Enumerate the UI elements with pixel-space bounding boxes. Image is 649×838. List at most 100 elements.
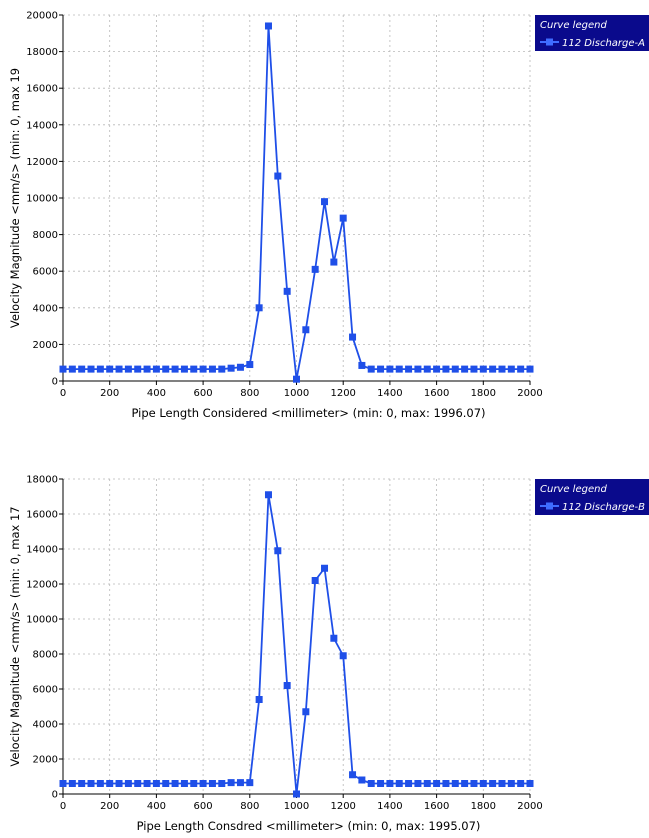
data-point [78, 365, 86, 373]
y-tick-label: 12000 [26, 580, 58, 591]
y-tick-label: 8000 [33, 230, 58, 241]
data-point [489, 365, 497, 373]
data-point [274, 172, 282, 180]
data-point [171, 780, 179, 787]
x-tick-label: 1600 [424, 388, 449, 399]
x-tick-label: 2000 [517, 388, 542, 399]
data-point [134, 365, 142, 373]
data-point [143, 780, 151, 787]
data-point [498, 365, 506, 373]
data-point [451, 780, 459, 787]
legend-box [535, 15, 649, 51]
y-axis-title: Velocity Magnitude <mm/s> (min: 0, max 1… [8, 68, 22, 328]
data-point [162, 365, 170, 373]
data-point [246, 361, 254, 369]
data-point [96, 365, 104, 373]
data-point [330, 258, 338, 266]
data-point [498, 780, 506, 787]
data-point [414, 365, 422, 373]
data-point [87, 780, 95, 787]
data-point [255, 696, 263, 703]
data-point [293, 790, 300, 798]
x-tick-label: 1400 [377, 388, 402, 399]
legend-title: Curve legend [540, 20, 607, 31]
data-point [461, 365, 469, 373]
x-tick-label: 800 [240, 801, 259, 812]
x-tick-label: 600 [194, 388, 213, 399]
x-axis-title: Pipe Length Consdred <millimeter> (min: … [137, 819, 481, 833]
legend-box [535, 479, 649, 515]
data-point [423, 780, 431, 787]
y-tick-label: 6000 [33, 685, 58, 696]
data-point [134, 780, 142, 787]
data-point [283, 287, 291, 295]
data-point [218, 365, 226, 373]
data-point [349, 333, 357, 341]
data-point [321, 198, 329, 206]
data-point [106, 365, 114, 373]
data-point [442, 780, 450, 787]
y-tick-label: 18000 [26, 47, 58, 58]
data-point [517, 780, 525, 787]
y-tick-label: 2000 [33, 340, 58, 351]
chart-discharge-a: 0 200 400 600 800 1000 1200 1400 1600 1800 2000020… [8, 11, 649, 420]
data-point [479, 780, 487, 787]
data-point [236, 779, 244, 787]
data-point [358, 776, 366, 784]
data-point [339, 214, 347, 222]
y-tick-label: 16000 [26, 84, 58, 95]
y-tick-label: 2000 [33, 755, 58, 766]
data-point [274, 547, 282, 555]
data-point [507, 780, 515, 787]
x-tick-label: 400 [147, 801, 166, 812]
data-point [264, 491, 272, 499]
y-tick-label: 4000 [33, 720, 58, 731]
x-tick-label: 200 [100, 801, 119, 812]
data-point [152, 780, 160, 787]
data-point [526, 365, 534, 373]
y-tick-label: 12000 [26, 157, 58, 168]
legend-marker [546, 38, 553, 46]
data-point [227, 779, 235, 787]
y-tick-label: 10000 [26, 194, 58, 205]
data-point [405, 365, 413, 373]
legend-entry: 112 Discharge-B [562, 502, 645, 513]
data-point [461, 780, 469, 787]
data-point [395, 365, 403, 373]
x-axis-title: Pipe Length Considered <millimeter> (min… [131, 406, 485, 420]
x-tick-label: 2000 [517, 801, 542, 812]
data-point [115, 780, 123, 787]
data-point [302, 708, 310, 716]
data-point [68, 365, 76, 373]
x-tick-label: 1800 [471, 388, 496, 399]
data-point [433, 780, 441, 787]
x-tick-label: 800 [240, 388, 259, 399]
x-tick-label: 1200 [330, 801, 355, 812]
legend: Curve legend 112 Discharge-A [535, 15, 649, 51]
legend-marker [546, 502, 553, 510]
data-point [236, 363, 244, 371]
data-point [59, 780, 67, 787]
plot-area [63, 479, 530, 794]
data-point [208, 365, 216, 373]
data-point [339, 652, 347, 660]
data-point [349, 771, 357, 779]
data-point [386, 780, 394, 787]
data-point [115, 365, 123, 373]
legend: Curve legend 112 Discharge-B [535, 479, 649, 515]
data-point [377, 780, 385, 787]
data-point [470, 780, 478, 787]
data-point [526, 780, 534, 787]
data-point [180, 780, 188, 787]
y-tick-label: 6000 [33, 267, 58, 278]
data-point [451, 365, 459, 373]
y-tick-label: 8000 [33, 650, 58, 661]
legend-title: Curve legend [540, 484, 607, 495]
data-point [470, 365, 478, 373]
data-point [171, 365, 179, 373]
data-point [302, 326, 310, 334]
x-tick-label: 1000 [284, 801, 309, 812]
data-point [405, 780, 413, 787]
x-tick-label: 1200 [330, 388, 355, 399]
y-tick-label: 14000 [26, 120, 58, 131]
